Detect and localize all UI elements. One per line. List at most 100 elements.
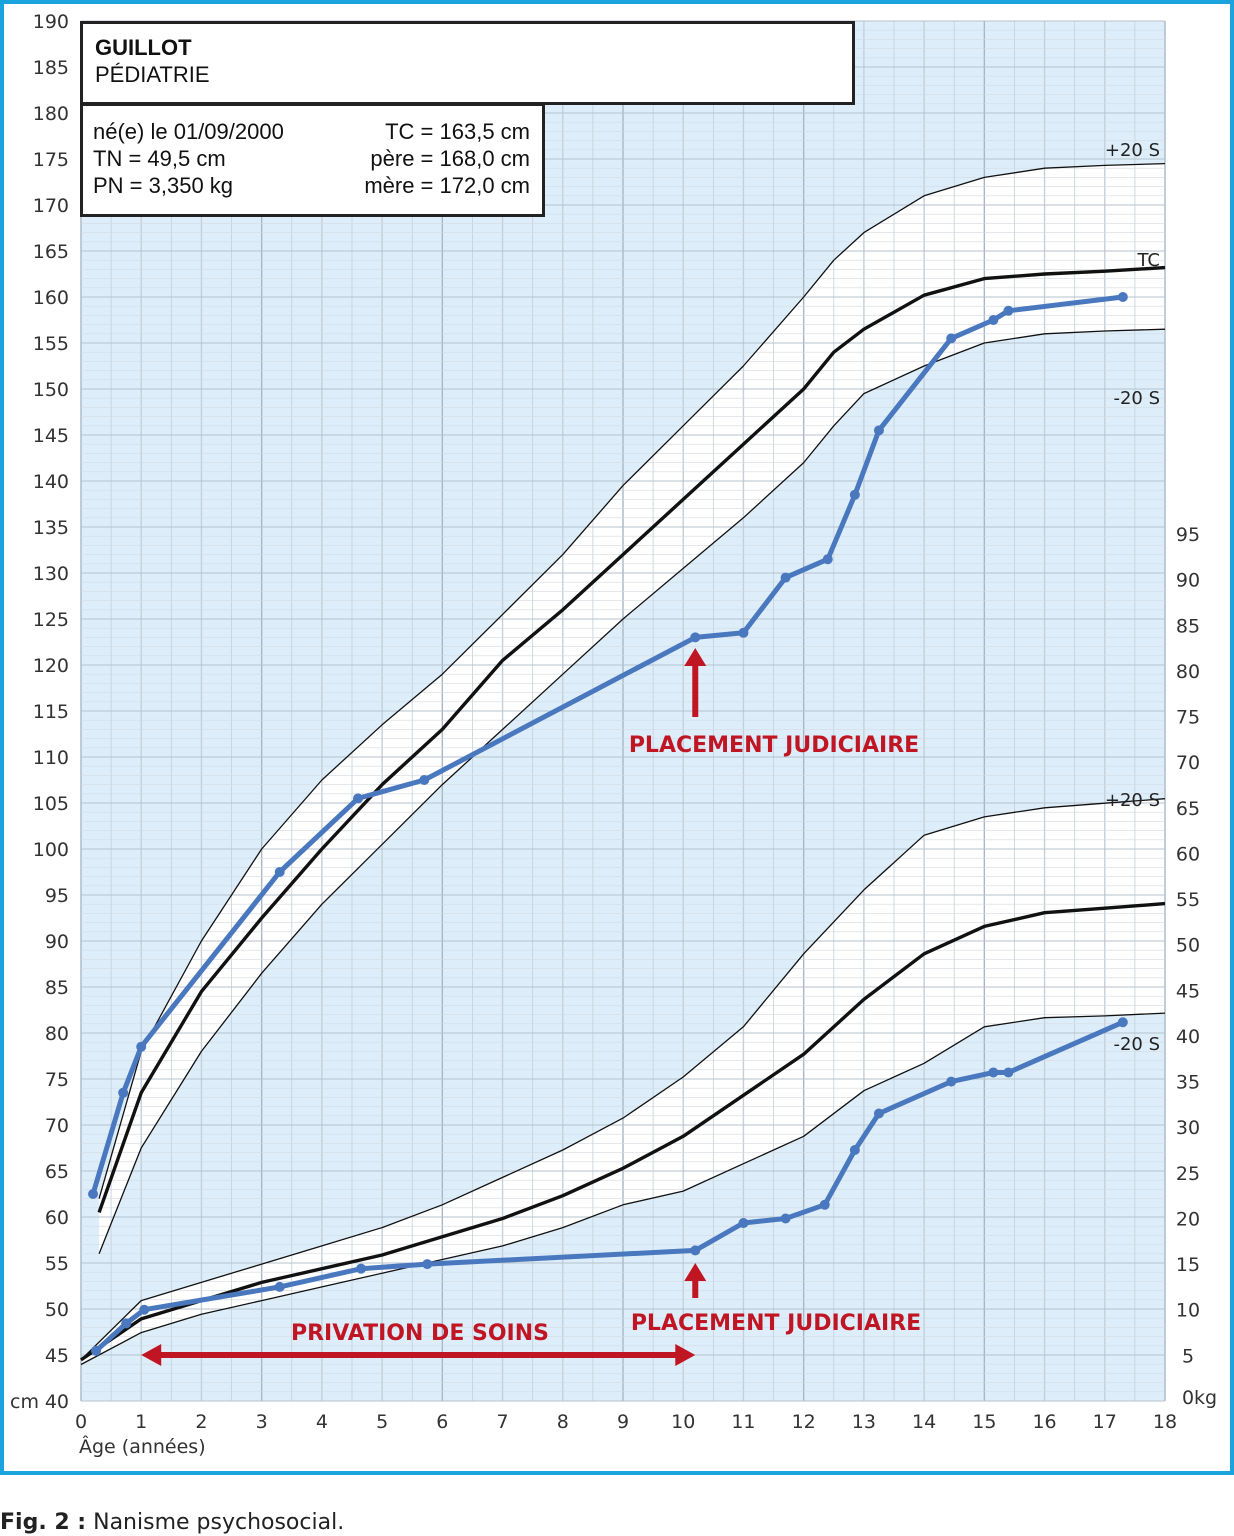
patient-curves	[88, 292, 1128, 1356]
weight-tick-label: 30	[1176, 1117, 1200, 1139]
height-data-point	[690, 632, 701, 643]
weight-tick-label: 20	[1176, 1208, 1200, 1230]
weight-data-point	[1117, 1017, 1128, 1028]
weight-data-point	[946, 1076, 957, 1087]
birth-weight: PN = 3,350 kg	[93, 173, 234, 198]
y-unit-kg: kg	[1194, 1387, 1217, 1409]
weight-tick-label: 15	[1176, 1254, 1200, 1276]
x-tick-label: 15	[972, 1411, 996, 1433]
y-tick-label: 50	[45, 1299, 69, 1321]
height-data-point	[849, 489, 860, 500]
y-tick-label: 145	[33, 425, 69, 447]
y-tick-label: 130	[33, 563, 69, 585]
weight-series-line	[93, 1019, 1126, 1354]
y-tick-label: 165	[33, 241, 69, 263]
info-row: né(e) le 01/09/2000 TC = 163,5 cm	[93, 118, 530, 145]
y-tick-label: 160	[33, 287, 69, 309]
annotation-arrows	[141, 648, 707, 1366]
annotation-privation: PRIVATION DE SOINS	[291, 1321, 549, 1346]
height-data-point	[419, 775, 430, 785]
weight-tick-label: 10	[1176, 1300, 1200, 1322]
weight-tick-label: 55	[1176, 889, 1200, 911]
weight-data-point	[1003, 1067, 1014, 1078]
y-tick-label: 120	[33, 655, 69, 677]
patient-header: GUILLOT PÉDIATRIE	[80, 21, 855, 105]
weight-tick-label: 90	[1176, 570, 1200, 592]
x-axis-label: Âge (années)	[79, 1435, 206, 1458]
weight-data-point	[738, 1218, 749, 1229]
height-data-point	[822, 554, 833, 565]
x-tick-label: 3	[256, 1411, 268, 1433]
privation-arrow-left-head	[141, 1344, 162, 1366]
y-tick-label: 115	[33, 701, 69, 723]
info-row: PN = 3,350 kg mère = 172,0 cm	[93, 172, 530, 199]
height-data-point	[1117, 292, 1128, 302]
x-tick-label: 9	[617, 1411, 629, 1433]
x-tick-label: 6	[436, 1411, 448, 1433]
y-tick-label: 135	[33, 517, 69, 539]
patient-info: né(e) le 01/09/2000 TC = 163,5 cm TN = 4…	[80, 103, 545, 217]
weight-data-point	[780, 1213, 791, 1224]
weight-tick-label: 80	[1176, 661, 1200, 683]
y-tick-label: 45	[45, 1345, 69, 1367]
height-data-point	[274, 867, 285, 877]
x-tick-label: 7	[497, 1411, 509, 1433]
weight-tick-label: 35	[1176, 1072, 1200, 1094]
weight-tick-label: 60	[1176, 843, 1200, 865]
weight-data-point	[988, 1067, 999, 1078]
weight-tick-label: 5	[1182, 1345, 1194, 1367]
mother-height: mère = 172,0 cm	[364, 173, 530, 198]
y-tick-label: 80	[45, 1023, 69, 1045]
x-tick-label: 16	[1032, 1411, 1056, 1433]
height-data-point	[136, 1041, 147, 1052]
height-data-point	[118, 1087, 129, 1098]
caption-label: Fig. 2 :	[0, 1510, 87, 1535]
weight-tick-label: 25	[1176, 1163, 1200, 1185]
y-tick-label: 85	[45, 977, 69, 999]
y-tick-label: 90	[45, 931, 69, 953]
y-tick-label: 140	[33, 471, 69, 493]
department: PÉDIATRIE	[95, 62, 210, 87]
y-tick-label: 60	[45, 1207, 69, 1229]
info-row: TN = 49,5 cm père = 168,0 cm	[93, 145, 530, 172]
y-unit-cm: cm	[10, 1391, 39, 1413]
x-tick-label: 5	[376, 1411, 388, 1433]
y-tick-label: 70	[45, 1115, 69, 1137]
y-tick-label: 155	[33, 333, 69, 355]
x-tick-label: 10	[671, 1411, 695, 1433]
reference-curves	[80, 162, 1166, 1366]
y-tick-label: 110	[33, 747, 69, 769]
weight-data-point	[274, 1281, 285, 1292]
weight-data-point	[873, 1108, 884, 1119]
caption-text: Nanisme psychosocial.	[93, 1510, 345, 1535]
y-tick-label: 190	[33, 11, 69, 33]
weight-plus2sd-label: +20 S	[1105, 790, 1160, 811]
x-tick-label: 8	[557, 1411, 569, 1433]
height-plus2sd-curve	[98, 162, 1166, 1199]
growth-chart: 0 1 2 3 4 5 6 7 8 9 10 11 12 13 14 15 16 17 18404550556065…	[10, 11, 1217, 1458]
weight-data-point	[91, 1345, 102, 1356]
patient-name: GUILLOT	[95, 35, 192, 60]
height-plus2sd-label: +20 S	[1105, 140, 1160, 161]
weight-tick-label: 85	[1176, 615, 1200, 637]
weight-data-point	[356, 1263, 367, 1274]
weight-tick-label: 50	[1176, 935, 1200, 957]
x-tick-label: 13	[852, 1411, 876, 1433]
weight-minus2sd-label: -20 S	[1113, 1034, 1160, 1055]
y-tick-label: 105	[33, 793, 69, 815]
y-tick-label: 125	[33, 609, 69, 631]
height-data-point	[88, 1189, 99, 1199]
annotation-placement-weight: PLACEMENT JUDICIAIRE	[631, 1311, 921, 1336]
height-data-point	[353, 793, 364, 804]
y-tick-label: 95	[45, 885, 69, 907]
height-tc-label: TC	[1136, 250, 1160, 271]
weight-tick-label: 75	[1176, 707, 1200, 729]
y-tick-label: 185	[33, 57, 69, 79]
weight-data-point	[422, 1259, 433, 1270]
weight-data-point	[849, 1145, 860, 1156]
target-height: TC = 163,5 cm	[385, 119, 530, 144]
x-tick-label: 11	[731, 1411, 755, 1433]
height-data-point	[1003, 305, 1014, 316]
placement-arrow-height-head	[684, 648, 707, 666]
weight-median-curve	[80, 901, 1166, 1362]
